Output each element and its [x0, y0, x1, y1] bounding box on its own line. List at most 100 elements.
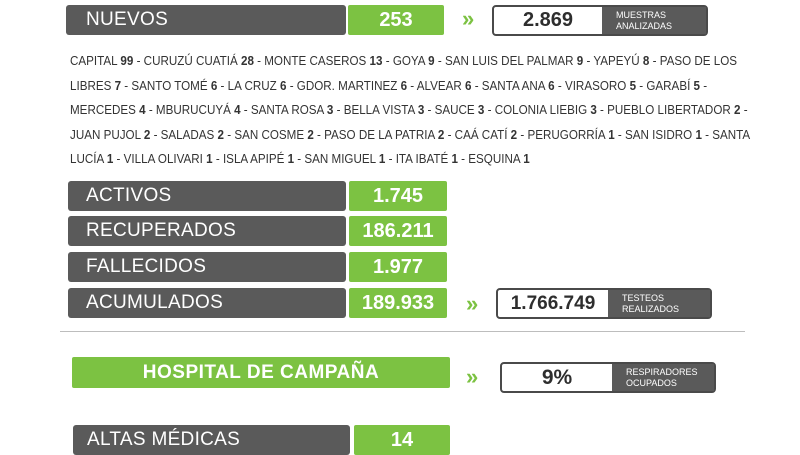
town-item: SAUCE 3 — [435, 103, 485, 117]
town-name: SANTO TOMÉ — [131, 78, 208, 93]
town-item: ITA IBATÉ 1 — [396, 152, 458, 166]
town-item: COLONIA LIEBIG 3 — [495, 103, 597, 117]
town-name: SAN LUIS DEL PALMAR — [444, 54, 574, 68]
town-count: 6 — [210, 78, 218, 93]
town-name: COLONIA LIEBIG — [494, 103, 588, 117]
nuevos-label-bar: NUEVOS — [66, 5, 346, 35]
stat-label: ACUMULADOS — [86, 292, 224, 313]
stat-value: 189.933 — [361, 291, 435, 314]
town-item: PASO DE LOS LIBRES 7 — [70, 54, 737, 93]
town-count: 6 — [280, 78, 287, 93]
hospital-title: HOSPITAL DE CAMPAÑA — [142, 361, 380, 383]
town-item: SAN MIGUEL 1 — [304, 152, 385, 166]
town-name: YAPEYÚ — [593, 54, 640, 68]
stat-label-bar: RECUPERADOS — [68, 216, 346, 246]
town-item: MERCEDES 4 — [70, 103, 146, 117]
town-count: 28 — [240, 54, 254, 68]
town-count: 9 — [428, 54, 435, 68]
town-item: SAN COSME 2 — [234, 128, 313, 142]
town-name: SAN MIGUEL — [304, 152, 376, 166]
town-name: SANTA ANA — [481, 78, 545, 93]
town-item: CAPITAL 99 — [70, 54, 133, 68]
muestras-value: 2.869 — [522, 9, 574, 31]
stat-label-bar: ACUMULADOS — [68, 288, 346, 318]
town-name: PERUGORRÍA — [527, 127, 605, 142]
testeos-box: 1.766.749 TESTEOS REALIZADOS — [496, 288, 712, 319]
stat-label: ACTIVOS — [86, 185, 172, 206]
towns-list: CAPITAL 99 - CURUZÚ CUATIÁ 28 - MONTE CA… — [70, 54, 750, 166]
town-item: BELLA VISTA 3 — [344, 103, 425, 117]
town-count: 1 — [523, 152, 530, 166]
town-name: ITA IBATÉ — [395, 152, 449, 166]
muestras-caption: MUESTRAS ANALIZADAS — [602, 7, 706, 34]
testeos-caption: TESTEOS REALIZADOS — [608, 290, 710, 317]
altas-value-box: 14 — [354, 425, 450, 455]
town-item: GDOR. MARTINEZ 6 — [297, 79, 407, 93]
town-count: 6 — [400, 78, 408, 93]
town-count: 6 — [465, 78, 472, 93]
town-item: SAN LUIS DEL PALMAR 9 — [445, 54, 583, 68]
town-count: 4 — [139, 103, 146, 117]
town-count: 1 — [451, 152, 458, 166]
town-count: 3 — [590, 103, 597, 117]
town-item: MBURUCUYÁ 4 — [156, 103, 241, 117]
town-item: ESQUINA 1 — [468, 152, 529, 166]
town-count: 3 — [417, 103, 425, 117]
town-count: 8 — [642, 54, 650, 68]
town-item: JUAN PUJOL 2 — [70, 128, 150, 142]
stat-value: 186.211 — [362, 219, 434, 242]
town-count: 1 — [608, 127, 615, 142]
town-name: CAÁ CATÍ — [454, 127, 508, 142]
town-name: ISLA APIPÉ — [222, 152, 285, 166]
town-item: LA CRUZ 6 — [228, 79, 287, 93]
town-item: CAÁ CATÍ 2 — [455, 128, 517, 142]
town-count: 2 — [437, 127, 445, 142]
town-name: MONTE CASEROS — [264, 54, 367, 68]
stat-label: RECUPERADOS — [86, 220, 237, 241]
town-count: 99 — [120, 54, 134, 68]
town-item: ALVEAR 6 — [417, 79, 472, 93]
chevron-right-icon: » — [462, 6, 474, 31]
town-count: 2 — [510, 127, 518, 142]
stat-label-bar: FALLECIDOS — [68, 252, 346, 282]
town-item: SANTA ROSA 3 — [251, 103, 333, 117]
town-name: SANTA ROSA — [250, 103, 324, 117]
muestras-caption-line1: MUESTRAS — [616, 9, 667, 20]
town-count: 1 — [378, 152, 386, 166]
respiradores-value: 9% — [541, 365, 573, 389]
town-count: 1 — [287, 152, 295, 166]
chevron-right-icon: » — [466, 364, 478, 389]
town-name: MERCEDES — [70, 103, 136, 117]
respiradores-caption-line1: RESPIRADORES — [626, 366, 698, 377]
stat-label: FALLECIDOS — [86, 256, 207, 277]
town-item: SALADAS 2 — [161, 128, 224, 142]
town-count: 7 — [114, 78, 122, 93]
town-name: ALVEAR — [416, 78, 462, 93]
town-name: SALADAS — [160, 127, 215, 142]
town-count: 3 — [477, 103, 485, 117]
stat-value-box: 186.211 — [349, 216, 447, 246]
town-count: 5 — [693, 78, 701, 93]
town-count: 9 — [576, 54, 584, 68]
town-count: 13 — [369, 54, 383, 68]
town-item: VILLA OLIVARI 1 — [124, 152, 213, 166]
respiradores-box: 9% RESPIRADORES OCUPADOS — [500, 362, 716, 393]
testeos-value: 1.766.749 — [510, 292, 596, 314]
testeos-caption-line1: TESTEOS — [622, 292, 665, 303]
town-name: CAPITAL — [70, 54, 118, 68]
town-name: MBURUCUYÁ — [155, 103, 231, 117]
town-name: BELLA VISTA — [343, 103, 415, 117]
town-name: PASO DE LA PATRIA — [324, 127, 435, 142]
chevron-right-icon: » — [466, 291, 478, 316]
stat-value-box: 189.933 — [349, 288, 447, 318]
town-name: LA CRUZ — [227, 78, 277, 93]
town-count: 1 — [106, 152, 114, 166]
town-name: PUEBLO LIBERTADOR — [607, 103, 731, 117]
stat-label-bar: ACTIVOS — [68, 181, 346, 211]
muestras-box: 2.869 MUESTRAS ANALIZADAS — [492, 5, 708, 36]
hospital-title-bar: HOSPITAL DE CAMPAÑA — [72, 357, 450, 388]
town-item: YAPEYÚ 8 — [593, 54, 649, 68]
town-count: 1 — [695, 127, 702, 142]
town-item: PUEBLO LIBERTADOR 2 — [607, 103, 740, 117]
town-name: GDOR. MARTINEZ — [296, 78, 398, 93]
